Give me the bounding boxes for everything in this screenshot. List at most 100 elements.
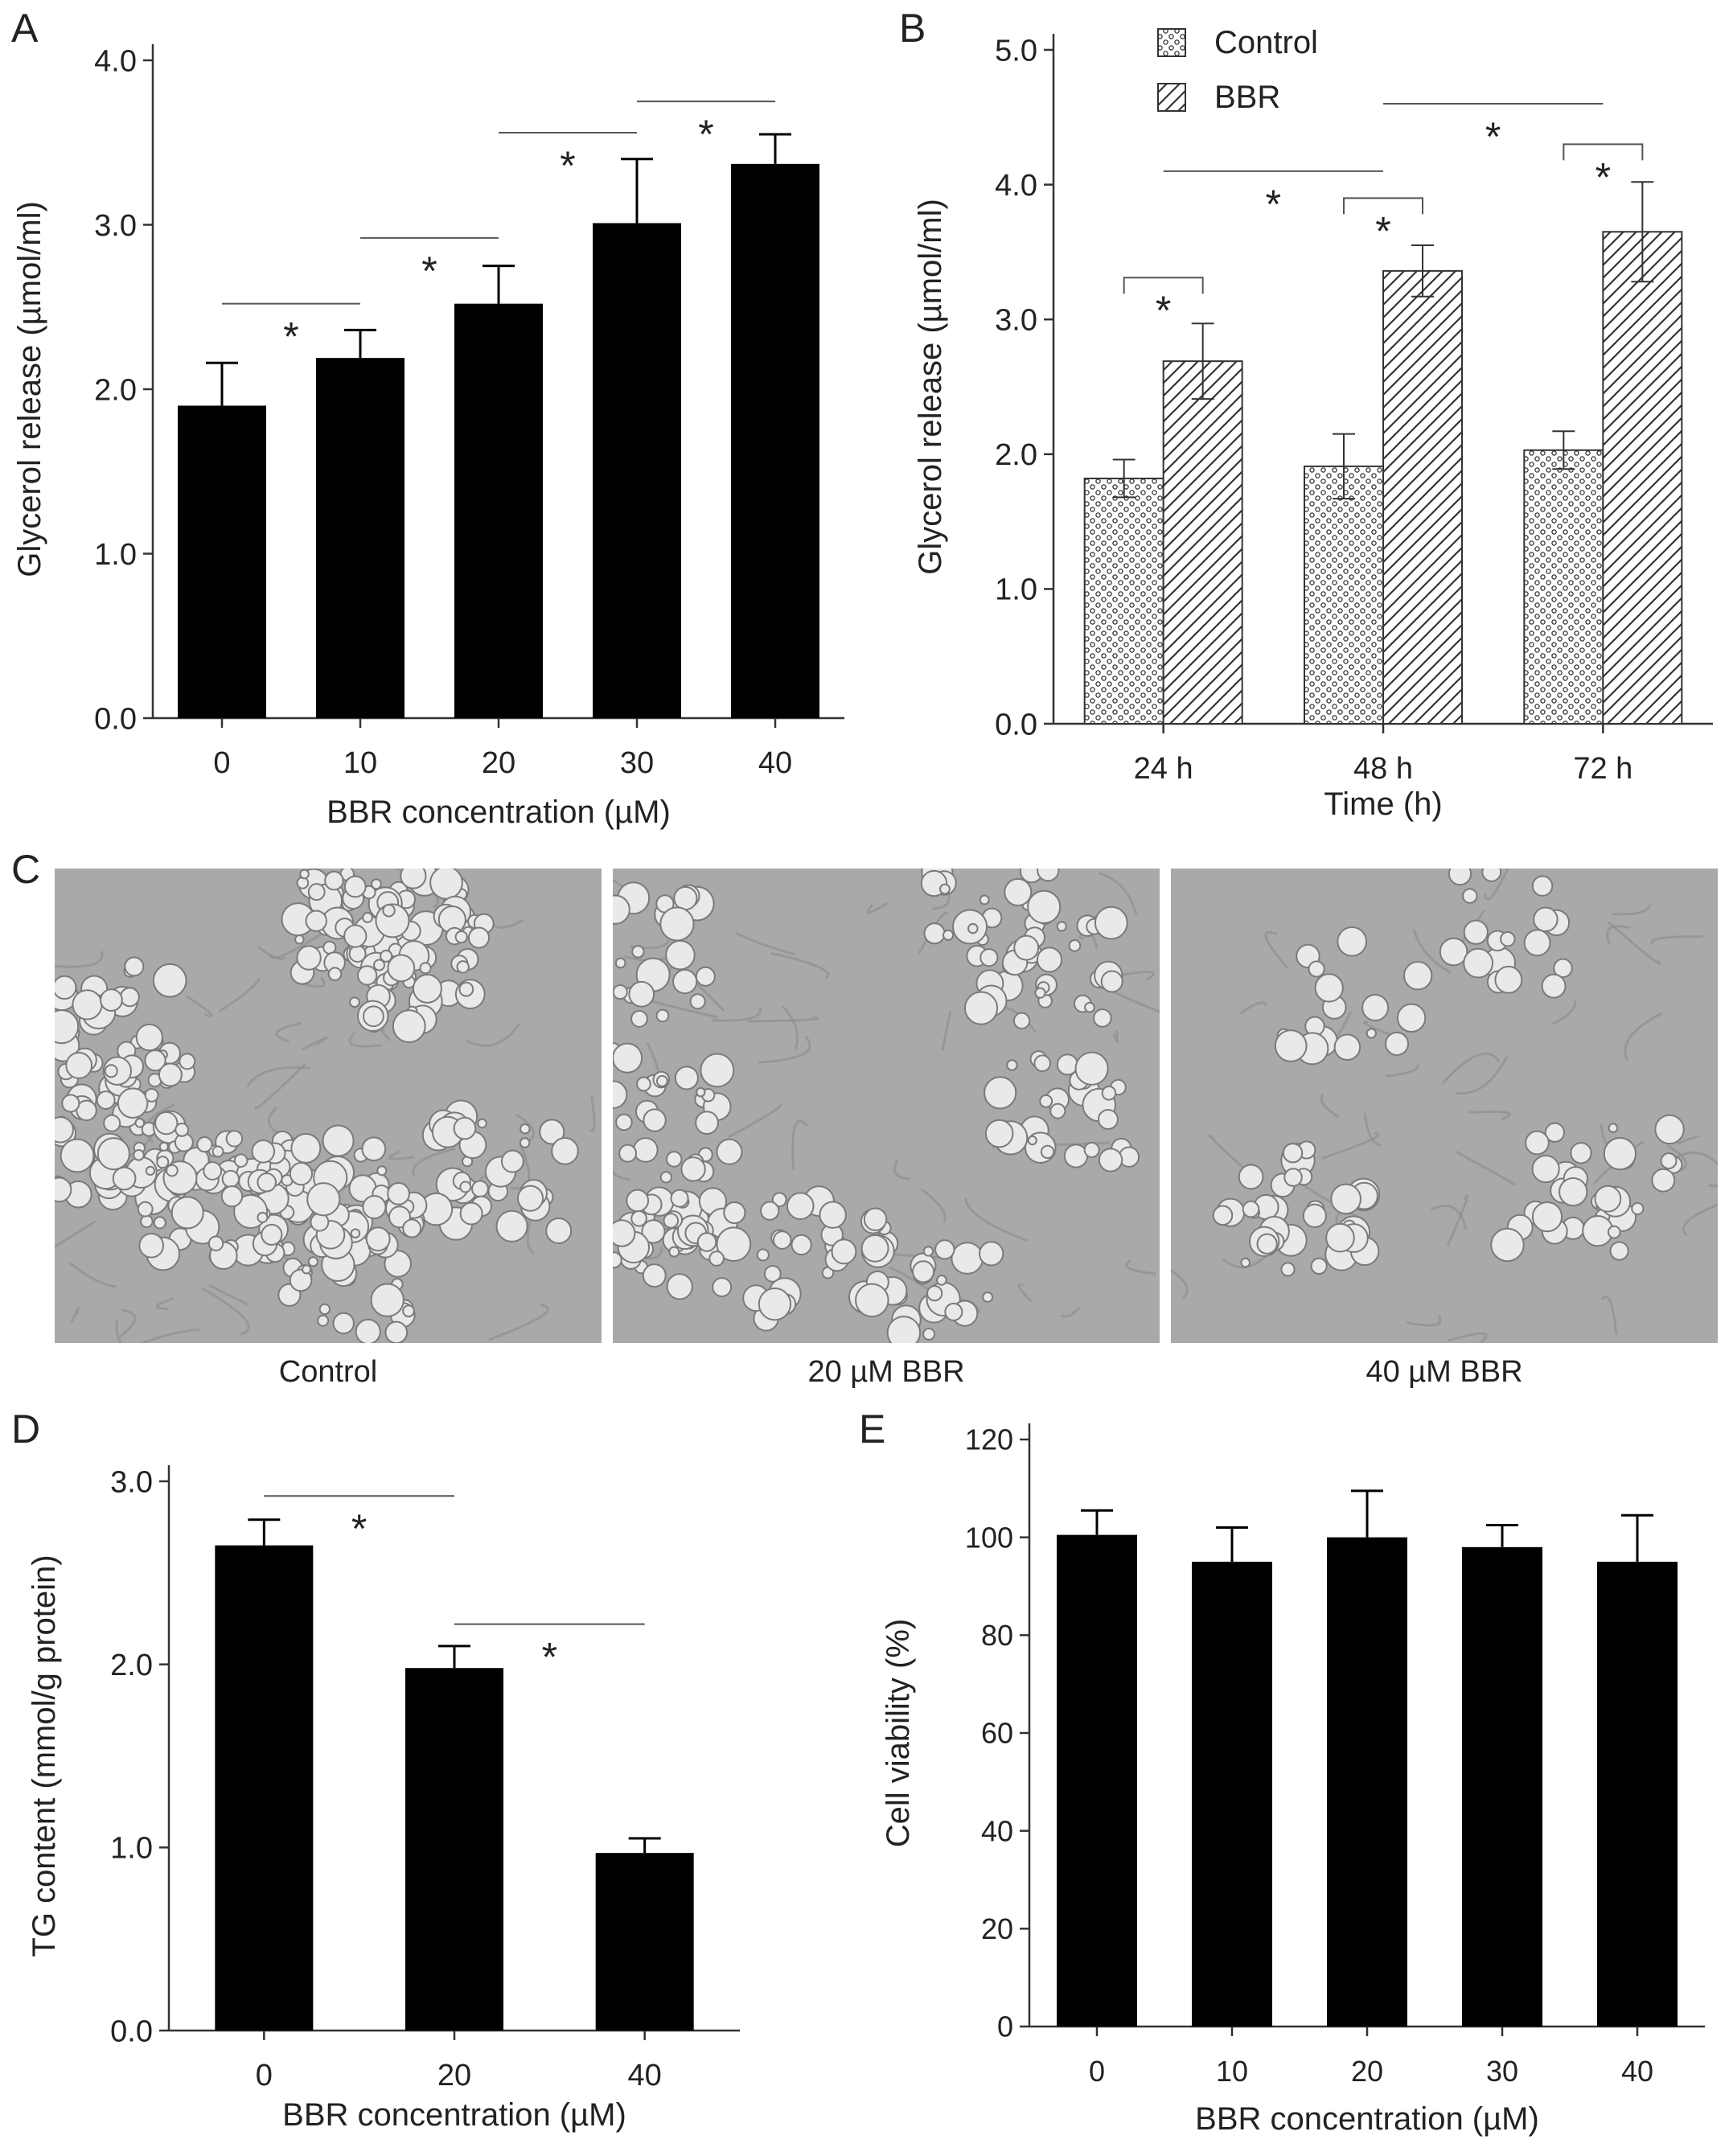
panel-label-a: A (11, 6, 39, 51)
lipid-droplet (387, 954, 416, 983)
cell-fiber (748, 1016, 819, 1023)
lipid-droplet (613, 1042, 643, 1074)
lipid-droplet (819, 1201, 847, 1229)
cell-fiber (257, 946, 286, 960)
lipid-droplet (630, 1209, 647, 1227)
cell-fiber (388, 1150, 415, 1160)
cell-fiber (219, 978, 261, 1012)
y-tick-label: 2.0 (995, 438, 1037, 472)
lipid-droplet (140, 1214, 154, 1229)
lipid-droplet (349, 996, 360, 1008)
bar (1523, 449, 1604, 725)
significance-star: * (351, 1506, 367, 1551)
lipid-droplet (689, 993, 706, 1010)
cell-fiber (1676, 1135, 1700, 1145)
lipid-droplet (1097, 1108, 1119, 1130)
lipid-droplet (1490, 1227, 1525, 1263)
lipid-droplet (96, 1090, 116, 1110)
lipid-droplet (979, 948, 999, 967)
lipid-droplet (373, 959, 386, 971)
lipid-droplet (1396, 1003, 1427, 1033)
micrograph-background (613, 869, 1160, 1343)
lipid-droplet (1384, 1031, 1410, 1056)
y-tick-label: 4.0 (995, 169, 1037, 203)
lipid-droplet (1609, 1241, 1629, 1261)
lipid-droplet (1012, 1012, 1031, 1029)
x-tick-label: 48 h (1353, 752, 1413, 786)
lipid-droplet (539, 1119, 565, 1145)
y-axis-label: TG content (mmol/g protein) (27, 1554, 62, 1957)
y-tick-label: 60 (981, 1717, 1013, 1750)
lipid-droplet (55, 975, 77, 1000)
cell-fiber (254, 1062, 306, 1110)
lipid-droplet (708, 1250, 725, 1267)
cell-fiber (1321, 1131, 1380, 1160)
lipid-droplet (936, 1275, 947, 1286)
x-tick-label: 30 (1486, 2055, 1518, 2088)
lipid-droplet (923, 922, 946, 945)
cell-fiber (1650, 935, 1703, 946)
lipid-droplet (1366, 1028, 1377, 1039)
lipid-droplet (772, 1230, 792, 1250)
lipid-droplet (520, 1123, 531, 1135)
lipid-droplet (370, 1283, 405, 1317)
lipid-droplet (343, 924, 368, 948)
lipid-droplet (289, 1162, 314, 1186)
bar (1602, 231, 1683, 725)
cell-fiber (1363, 1021, 1390, 1036)
lipid-droplet (863, 1207, 888, 1231)
lipid-droplet (545, 1217, 573, 1244)
lipid-droplet (1256, 1233, 1278, 1255)
cell-fiber (301, 1036, 329, 1051)
lipid-droplet (1631, 1201, 1645, 1216)
lipid-droplet (1361, 993, 1390, 1022)
bar (1597, 1562, 1678, 2027)
lipid-droplet (628, 980, 655, 1008)
lipid-droplet (1098, 1148, 1123, 1172)
bar (1327, 1537, 1407, 2027)
lipid-droplet (551, 1137, 579, 1165)
cell-fiber (781, 1005, 799, 1051)
lipid-droplet (355, 1318, 381, 1343)
lipid-droplet (673, 885, 698, 911)
lipid-droplet (1654, 1114, 1685, 1145)
lipid-droplet (614, 957, 626, 969)
x-tick-label: 0 (1089, 2055, 1105, 2088)
panel-label-e: E (859, 1407, 886, 1452)
cell-fiber (201, 1287, 250, 1336)
y-tick-label: 5.0 (995, 34, 1037, 68)
lipid-droplet (659, 1171, 672, 1184)
lipid-droplet (471, 1180, 489, 1198)
cell-fiber (758, 1035, 811, 1064)
y-tick-label: 1.0 (995, 573, 1037, 607)
x-tick-label: 40 (1621, 2055, 1653, 2088)
x-tick-label: 20 (482, 746, 515, 780)
lipid-droplet (665, 939, 696, 971)
lipid-droplet (613, 894, 630, 925)
micrograph-background (1171, 869, 1718, 1343)
cell-fiber (118, 1308, 137, 1338)
lipid-droplet (290, 1132, 322, 1164)
lipid-droplet (1594, 1185, 1622, 1213)
lipid-droplet (723, 1201, 746, 1225)
lipid-droplet (1603, 1136, 1637, 1171)
lipid-droplet (666, 1273, 693, 1300)
lipid-droplet (55, 1116, 74, 1144)
cell-fiber (1171, 1268, 1189, 1300)
x-tick-label: 0 (213, 746, 230, 780)
lipid-droplet (516, 1185, 544, 1212)
lipid-droplet (257, 1172, 277, 1193)
cell-fiber (712, 1007, 762, 1022)
lipid-droplet (618, 1144, 638, 1163)
lipid-droplet (1074, 1051, 1109, 1086)
lipid-droplet (1083, 1141, 1100, 1158)
cell-fiber (1456, 1056, 1509, 1095)
lipid-droplet (137, 1201, 154, 1218)
lipid-droplet (1238, 1164, 1264, 1190)
caption-control: Control (278, 1355, 378, 1389)
lipid-droplet (922, 1246, 934, 1257)
lipid-droplet (112, 1166, 137, 1191)
bar (1304, 465, 1384, 725)
lipid-droplet (1403, 961, 1433, 991)
bar (454, 303, 543, 718)
